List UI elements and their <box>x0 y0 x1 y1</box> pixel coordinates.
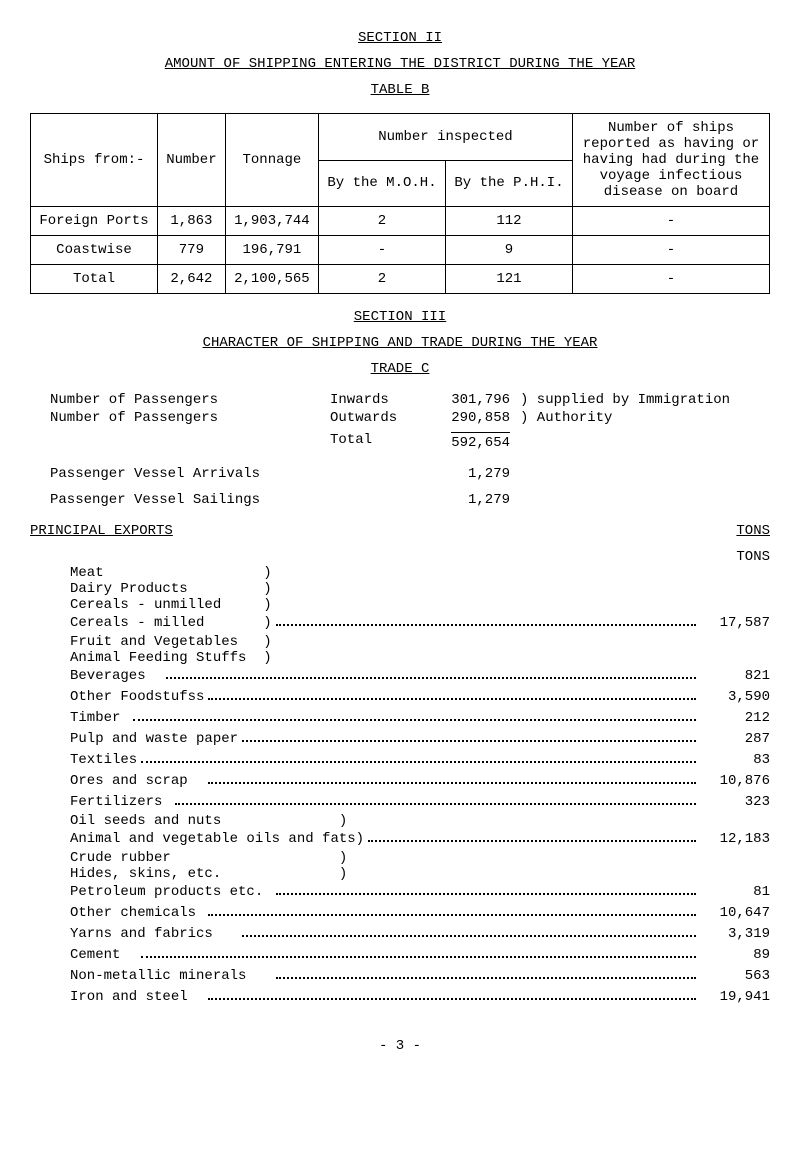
export-item-label: Non-metallic minerals <box>70 966 272 987</box>
export-item-value: 3,319 <box>700 924 770 945</box>
section-3-title: SECTION III <box>30 309 770 325</box>
exports-header: PRINCIPAL EXPORTS TONS <box>30 523 770 539</box>
export-item-value: 10,647 <box>700 903 770 924</box>
export-item-label: Petroleum products etc. <box>70 882 272 903</box>
table-b-label: TABLE B <box>30 82 770 98</box>
section-2-title: SECTION II <box>30 30 770 46</box>
section-3-subtitle: CHARACTER OF SHIPPING AND TRADE DURING T… <box>30 335 770 351</box>
trade-c-label: TRADE C <box>30 361 770 377</box>
export-item-value: 81 <box>700 882 770 903</box>
total-value: 592,654 <box>451 432 510 451</box>
principal-exports-title: PRINCIPAL EXPORTS <box>30 523 173 539</box>
export-item: Timber 212 <box>70 708 770 729</box>
export-item: Fertilizers 323 <box>70 792 770 813</box>
export-item: Non-metallic minerals 563 <box>70 966 770 987</box>
inwards-label: Inwards <box>330 392 420 408</box>
table-row: Foreign Ports 1,863 1,903,744 2 112 - <box>31 207 770 236</box>
export-item: Yarns and fabrics 3,319 <box>70 924 770 945</box>
export-item: Petroleum products etc. 81 <box>70 882 770 903</box>
shipping-table: Ships from:- Number Tonnage Number inspe… <box>30 113 770 294</box>
export-item-value: 19,941 <box>700 987 770 1008</box>
col-phi: By the P.H.I. <box>445 160 572 207</box>
total-label: Total <box>330 432 420 451</box>
export-item: Other chemicals 10,647 <box>70 903 770 924</box>
export-item: Other Foodstufss 3,590 <box>70 687 770 708</box>
export-item-label: Iron and steel <box>70 987 204 1008</box>
export-item: Beverages 821 <box>70 666 770 687</box>
table-row: Total 2,642 2,100,565 2 121 - <box>31 265 770 294</box>
export-group-1-line: Animal Feeding Stuffs ) <box>70 650 770 666</box>
outwards-label: Outwards <box>330 410 420 426</box>
section-2-subtitle: AMOUNT OF SHIPPING ENTERING THE DISTRICT… <box>30 56 770 72</box>
export-group-1-line: Cereals - milled ) <box>70 613 272 634</box>
export-group-2-value: 12,183 <box>700 829 770 850</box>
export-item-label: Fertilizers <box>70 792 171 813</box>
export-group-1-line: Dairy Products ) <box>70 581 770 597</box>
export-item-value: 3,590 <box>700 687 770 708</box>
sailings-value: 1,279 <box>420 492 510 508</box>
export-group-1-line: Meat ) <box>70 565 770 581</box>
export-item-label: Other Foodstufss <box>70 687 204 708</box>
arrivals-value: 1,279 <box>420 466 510 482</box>
export-group-2-line: Animal and vegetable oils and fats) <box>70 829 364 850</box>
export-group-2-line: Oil seeds and nuts ) <box>70 813 770 829</box>
col-inspected: Number inspected <box>319 114 573 161</box>
export-item-value: 287 <box>700 729 770 750</box>
export-item-label: Yarns and fabrics <box>70 924 238 945</box>
export-group-2-line: Crude rubber ) <box>70 850 770 866</box>
export-item: Cement 89 <box>70 945 770 966</box>
page-number: - 3 - <box>30 1038 770 1054</box>
inwards-value: 301,796 <box>420 392 510 408</box>
export-group-1-line: Cereals - unmilled ) <box>70 597 770 613</box>
export-item-value: 323 <box>700 792 770 813</box>
inwards-note: ) supplied by Immigration <box>510 392 730 408</box>
col-number: Number <box>157 114 225 207</box>
outwards-note: ) Authority <box>510 410 612 426</box>
sailings-label: Passenger Vessel Sailings <box>50 492 330 508</box>
col-reported: Number of ships reported as having or ha… <box>573 114 770 207</box>
exports-body: TONS Meat ) Dairy Products ) Cereals - u… <box>70 549 770 1008</box>
passengers-block: Number of Passengers Inwards 301,796 ) s… <box>50 392 770 451</box>
export-item-label: Textiles <box>70 750 137 771</box>
export-item-value: 212 <box>700 708 770 729</box>
outwards-value: 290,858 <box>420 410 510 426</box>
export-item: Ores and scrap 10,876 <box>70 771 770 792</box>
export-item-label: Ores and scrap <box>70 771 204 792</box>
col-moh: By the M.O.H. <box>319 160 446 207</box>
export-item-value: 83 <box>700 750 770 771</box>
export-item-label: Beverages <box>70 666 162 687</box>
export-item: Iron and steel 19,941 <box>70 987 770 1008</box>
tons-label: TONS <box>736 523 770 539</box>
tons-label-2: TONS <box>736 549 770 565</box>
arrivals-block: Passenger Vessel Arrivals 1,279 Passenge… <box>50 466 770 508</box>
export-item-value: 821 <box>700 666 770 687</box>
col-tonnage: Tonnage <box>225 114 318 207</box>
export-group-2-line: Hides, skins, etc. ) <box>70 866 770 882</box>
export-item-label: Timber <box>70 708 129 729</box>
export-item-value: 563 <box>700 966 770 987</box>
export-item-value: 89 <box>700 945 770 966</box>
export-item-label: Other chemicals <box>70 903 204 924</box>
passengers-label-2: Number of Passengers <box>50 410 330 426</box>
export-item: Pulp and waste paper 287 <box>70 729 770 750</box>
export-item-label: Pulp and waste paper <box>70 729 238 750</box>
export-item-value: 10,876 <box>700 771 770 792</box>
export-item-label: Cement <box>70 945 137 966</box>
export-group-1-value: 17,587 <box>700 613 770 634</box>
col-ships-from: Ships from:- <box>31 114 158 207</box>
passengers-label-1: Number of Passengers <box>50 392 330 408</box>
arrivals-label: Passenger Vessel Arrivals <box>50 466 330 482</box>
export-group-1-line: Fruit and Vegetables ) <box>70 634 770 650</box>
table-row: Coastwise 779 196,791 - 9 - <box>31 236 770 265</box>
export-item: Textiles 83 <box>70 750 770 771</box>
